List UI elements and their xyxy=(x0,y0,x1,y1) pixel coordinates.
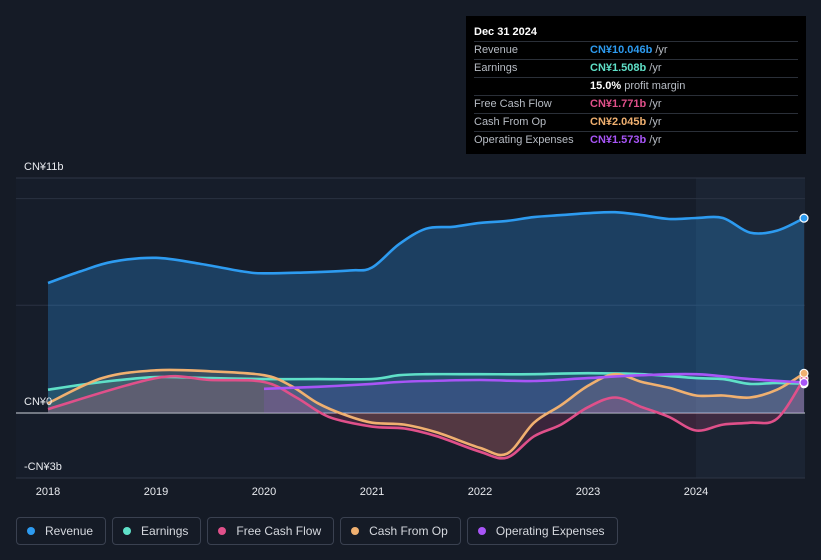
tooltip-rows: Revenue CN¥10.046b/yr Earnings CN¥1.508b/yr… xyxy=(474,41,798,149)
series-line-cash-from-op xyxy=(47,368,805,457)
legend-label: Revenue xyxy=(45,524,94,538)
series-area-earnings xyxy=(48,373,804,413)
x-tick-label: 2018 xyxy=(36,486,60,498)
label-layer: CN¥11b CN¥0 -CN¥3b 2018 2019 2020 2021 2022 2023… xyxy=(24,161,708,498)
tooltip-row: 15.0% profit margin xyxy=(474,77,798,95)
legend-item-free-cash-flow[interactable]: Free Cash Flow xyxy=(207,517,335,545)
tooltip-row-unit: /yr xyxy=(649,62,662,74)
tooltip-row-value: CN¥1.771b xyxy=(590,98,647,110)
tooltip-row-label xyxy=(474,78,590,95)
y-tick-label: CN¥11b xyxy=(24,161,64,173)
tooltip-row: Free Cash Flow CN¥1.771b/yr xyxy=(474,95,798,113)
x-tick-label: 2022 xyxy=(468,486,492,498)
legend-dot-icon xyxy=(123,527,132,535)
tooltip-row-label: Revenue xyxy=(474,44,519,56)
tooltip-row-label: Free Cash Flow xyxy=(474,98,552,110)
series-area-operating-expenses xyxy=(264,374,804,413)
tooltip-row-unit: /yr xyxy=(649,134,662,146)
series-line-operating-expenses xyxy=(263,372,805,391)
tooltip-row-value: CN¥10.046b xyxy=(590,44,653,56)
legend-item-earnings[interactable]: Earnings xyxy=(112,517,202,545)
tooltip-panel: Dec 31 2024 Revenue CN¥10.046b/yr Earnings… xyxy=(466,16,806,154)
tooltip-row-value: CN¥1.573b xyxy=(590,134,647,146)
legend-label: Free Cash Flow xyxy=(236,524,322,538)
chart-area: CN¥11b CN¥0 -CN¥3b 2018 2019 2020 2021 2022 2023… xyxy=(16,161,809,498)
tooltip-row-value: CN¥2.045b xyxy=(590,116,647,128)
tooltip-row: Operating Expenses CN¥1.573b/yr xyxy=(474,131,798,149)
legend: Revenue Earnings Free Cash Flow Cash From O… xyxy=(16,517,618,547)
tooltip-row: Revenue CN¥10.046b/yr xyxy=(474,41,798,59)
x-tick-label: 2020 xyxy=(252,486,276,498)
series-line-revenue xyxy=(47,210,805,285)
x-tick-label: 2019 xyxy=(144,486,168,498)
tooltip-date: Dec 31 2024 xyxy=(474,26,537,38)
series-area-cash-from-op xyxy=(48,369,804,456)
tooltip-row-unit: /yr xyxy=(655,44,668,56)
area-layer xyxy=(48,212,804,459)
legend-dot-icon xyxy=(477,527,486,535)
tooltip-row-unit: /yr xyxy=(649,116,662,128)
legend-item-cash-from-op[interactable]: Cash From Op xyxy=(340,517,461,545)
series-line-free-cash-flow xyxy=(47,374,806,460)
line-layer xyxy=(47,210,809,460)
tooltip-row-unit: profit margin xyxy=(624,80,686,92)
series-area-revenue xyxy=(48,212,804,413)
x-tick-label: 2024 xyxy=(684,486,708,498)
tooltip-row-unit: /yr xyxy=(649,98,662,110)
x-tick-label: 2023 xyxy=(576,486,600,498)
series-end-point-cash-from-op xyxy=(799,368,809,378)
tooltip-row-value: 15.0% xyxy=(590,80,622,92)
legend-item-revenue[interactable]: Revenue xyxy=(16,517,107,545)
tooltip-row-label: Cash From Op xyxy=(474,116,547,128)
x-tick-label: 2021 xyxy=(360,486,384,498)
series-line-earnings xyxy=(47,371,805,391)
series-area-free-cash-flow xyxy=(48,376,804,459)
legend-dot-icon xyxy=(218,527,227,535)
series-end-point-operating-expenses xyxy=(799,377,809,388)
tooltip-row: Cash From Op CN¥2.045b/yr xyxy=(474,113,798,131)
y-tick-label: CN¥0 xyxy=(24,396,52,408)
tooltip-row: Earnings CN¥1.508b/yr xyxy=(474,59,798,77)
legend-item-operating-expenses[interactable]: Operating Expenses xyxy=(466,517,618,545)
legend-label: Cash From Op xyxy=(369,524,448,538)
legend-label: Operating Expenses xyxy=(495,524,605,538)
series-end-point-revenue xyxy=(799,213,809,223)
legend-dot-icon xyxy=(27,527,35,535)
tooltip-row-label: Operating Expenses xyxy=(474,134,574,146)
legend-dot-icon xyxy=(351,527,360,535)
plot-background xyxy=(16,178,805,478)
tooltip-row-value: CN¥1.508b xyxy=(590,62,647,74)
tooltip-row-label: Earnings xyxy=(474,62,518,74)
y-tick-label: -CN¥3b xyxy=(24,461,62,473)
legend-label: Earnings xyxy=(141,524,189,538)
